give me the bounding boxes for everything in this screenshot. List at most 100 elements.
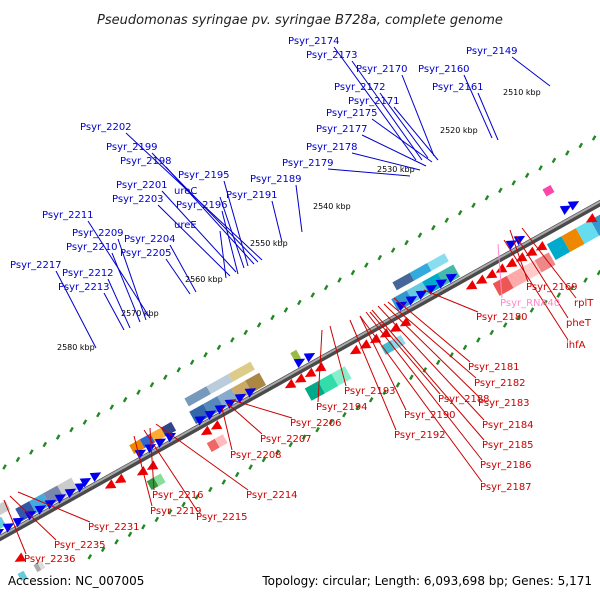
- reverse-gene-arrow: [104, 479, 117, 489]
- kbp-label: 2540 kbp: [313, 202, 351, 211]
- gene-label: Psyr_2186: [480, 460, 532, 471]
- reverse-gene-arrow: [114, 473, 127, 484]
- leader-line: [377, 305, 485, 421]
- tick-mark: [301, 434, 307, 440]
- topology-text: Topology: circular; Length: 6,093,698 bp…: [262, 574, 592, 588]
- leader-line: [329, 325, 347, 387]
- accession-text: Accession: NC_007005: [8, 574, 145, 588]
- kbp-scale: 2510 kbp 2520 kbp 2530 kbp 2540 kbp 2550 kbp…: [57, 88, 541, 352]
- gene-block: [534, 252, 556, 273]
- leader-line: [295, 184, 303, 233]
- tick-mark: [422, 367, 428, 373]
- gene-block: [542, 185, 555, 197]
- forward-gene-arrow: [0, 528, 5, 535]
- tick-mark: [230, 337, 235, 343]
- gene-block: [331, 366, 352, 386]
- kbp-label: 2510 kbp: [503, 88, 541, 97]
- gene-label: Psyr_2193: [344, 386, 396, 397]
- gene-label: Psyr_2178: [306, 142, 358, 153]
- tick-mark: [297, 299, 302, 306]
- tick-mark: [489, 329, 495, 336]
- kbp-label: 2530 kbp: [377, 165, 415, 174]
- forward-gene-arrow: [34, 505, 47, 515]
- gene-label: Psyr_2215: [196, 512, 248, 523]
- leader-line: [155, 423, 249, 491]
- tick-mark: [498, 187, 503, 194]
- tick-mark: [136, 389, 141, 395]
- gene-label: Psyr_2174: [288, 36, 340, 47]
- leader-line: [351, 60, 423, 161]
- tick-marks: [2, 135, 600, 560]
- tick-mark: [149, 381, 155, 388]
- gene-label: Psyr_2206: [290, 418, 342, 429]
- reverse-gene-arrow: [210, 420, 223, 430]
- gene-feature-blocks: [0, 185, 600, 582]
- kbp-label: 2580 kbp: [57, 343, 95, 352]
- tick-mark: [100, 546, 106, 553]
- leader-line: [9, 495, 57, 541]
- forward-gene-arrow: [303, 352, 316, 363]
- forward-gene-arrow: [567, 201, 580, 211]
- tick-mark: [462, 344, 468, 351]
- leader-line: [55, 270, 97, 349]
- gene-label: Psyr_2231: [88, 522, 140, 533]
- gene-label: Psyr_2188: [438, 394, 490, 405]
- tick-mark: [141, 524, 146, 530]
- tick-mark: [551, 157, 557, 164]
- tick-mark: [248, 464, 253, 470]
- tick-mark: [109, 404, 115, 410]
- gene-block: [506, 268, 528, 289]
- reverse-gene-arrow: [485, 268, 498, 279]
- tick-mark: [221, 479, 227, 485]
- tick-mark: [154, 516, 160, 523]
- forward-gene-arrow: [244, 388, 257, 398]
- forward-gene-arrow: [54, 494, 67, 504]
- gene-label: Psyr_RNA40: [500, 298, 560, 309]
- forward-gene-arrow: [425, 284, 438, 295]
- gene-label: Psyr_2219: [150, 506, 202, 517]
- kbp-label: 2520 kbp: [440, 126, 478, 135]
- forward-gene-arrow: [445, 273, 458, 284]
- tick-mark: [29, 449, 34, 455]
- gene-block: [245, 372, 267, 393]
- reverse-gene-arrow: [465, 280, 478, 290]
- gene-block: [380, 340, 396, 355]
- leader-line: [515, 235, 569, 319]
- tick-mark: [409, 374, 414, 381]
- reverse-gene-arrow: [399, 316, 412, 327]
- gene-label: Psyr_2185: [482, 440, 534, 451]
- gene-label: Psyr_2161: [432, 82, 484, 93]
- tick-mark: [181, 501, 186, 508]
- gene-label: Psyr_2235: [54, 540, 106, 551]
- tick-mark: [234, 471, 240, 478]
- gene-label: Psyr_2210: [66, 242, 118, 253]
- gene-label: ureC: [174, 186, 197, 197]
- tick-mark: [583, 277, 588, 283]
- leader-line: [477, 92, 499, 141]
- leader-line: [221, 407, 233, 451]
- tick-mark: [216, 344, 222, 351]
- gene-label: Psyr_2149: [466, 46, 518, 57]
- gene-block: [33, 562, 42, 573]
- gene-block: [17, 570, 28, 582]
- gene-label: Psyr_2195: [178, 170, 230, 181]
- gene-block: [206, 438, 220, 452]
- forward-gene-arrow: [154, 438, 167, 448]
- tick-mark: [502, 322, 508, 328]
- leader-line: [503, 239, 569, 341]
- gene-block: [390, 334, 406, 350]
- gene-block: [290, 349, 302, 362]
- gene-label: ihfA: [566, 340, 586, 351]
- gene-label: Psyr_2180: [476, 312, 528, 323]
- tick-mark: [471, 202, 476, 209]
- leader-line: [143, 429, 199, 513]
- leader-line: [165, 258, 191, 295]
- tick-mark: [538, 165, 543, 171]
- gene-block: [153, 473, 166, 487]
- gene-block: [0, 500, 11, 515]
- gene-label: Psyr_2183: [478, 398, 530, 409]
- leader-line: [349, 319, 397, 431]
- leader-line: [359, 315, 407, 411]
- forward-gene-arrow: [224, 399, 237, 409]
- leader-line: [231, 399, 293, 419]
